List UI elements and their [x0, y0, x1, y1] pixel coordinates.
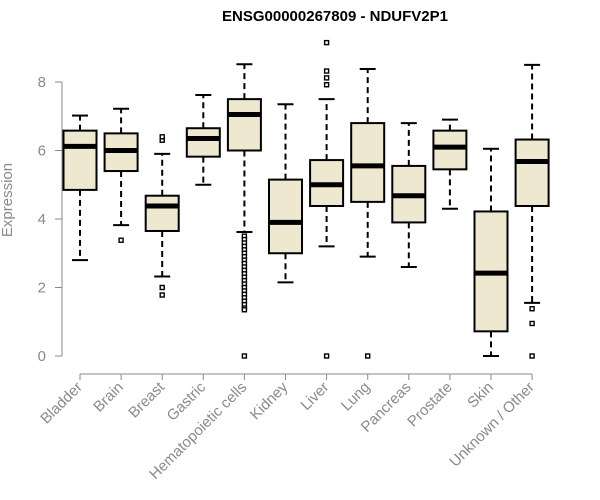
- iqr-box: [62, 129, 98, 191]
- outlier-point: [241, 353, 248, 359]
- box-group-bladder: [62, 114, 98, 262]
- iqr-box: [350, 122, 386, 203]
- y-axis-label: Expression: [0, 163, 16, 237]
- box-group-lung: [350, 67, 386, 359]
- outlier-point: [118, 237, 124, 243]
- outlier-point: [159, 134, 165, 140]
- x-tick-label: Breast: [125, 378, 168, 421]
- x-tick-label: Liver: [297, 379, 332, 414]
- outlier-point: [529, 320, 535, 327]
- iqr-box: [268, 178, 303, 255]
- x-tick-label: Skin: [464, 379, 497, 412]
- x-tick-label: Kidney: [247, 378, 292, 423]
- box-group-hematopoietic-cells: [226, 63, 262, 359]
- outlier-point: [323, 75, 330, 81]
- box-group-liver: [309, 39, 345, 359]
- outlier-point: [323, 68, 330, 74]
- x-tick-label: Bladder: [37, 379, 86, 428]
- iqr-box: [144, 194, 180, 232]
- outlier-point: [159, 292, 165, 298]
- y-tick-label: 8: [38, 74, 46, 91]
- iqr-box: [185, 127, 221, 158]
- outlier-point: [323, 353, 330, 359]
- box-group-breast: [144, 134, 180, 298]
- outlier-point: [323, 82, 330, 88]
- iqr-box: [514, 138, 550, 207]
- outlier-point: [529, 353, 535, 359]
- outlier-point: [159, 284, 165, 291]
- y-tick-label: 0: [38, 348, 46, 365]
- box-group-skin: [473, 147, 509, 357]
- outlier-point: [529, 306, 535, 312]
- chart-title: ENSG00000267809 - NDUFV2P1: [222, 8, 448, 25]
- y-tick-label: 4: [38, 211, 46, 228]
- box-group-brain: [103, 107, 139, 243]
- x-tick-label: Prostate: [404, 379, 456, 431]
- iqr-box: [226, 98, 262, 152]
- box-group-kidney: [268, 103, 303, 284]
- x-tick-label: Brain: [90, 379, 127, 416]
- y-tick-label: 6: [38, 143, 46, 160]
- outlier-point: [365, 353, 371, 359]
- box-group-gastric: [185, 94, 221, 186]
- box-group-prostate: [432, 118, 468, 210]
- iqr-box: [432, 129, 468, 171]
- x-tick-label: Lung: [338, 379, 374, 415]
- plot-area: [62, 39, 550, 359]
- outlier-point: [323, 39, 330, 46]
- y-axis: 0 2 4 6 8: [38, 74, 63, 365]
- box-group-unknown-other: [514, 63, 550, 359]
- outlier-point: [241, 307, 248, 313]
- y-tick-label: 2: [38, 280, 46, 297]
- box-group-pancreas: [391, 122, 427, 268]
